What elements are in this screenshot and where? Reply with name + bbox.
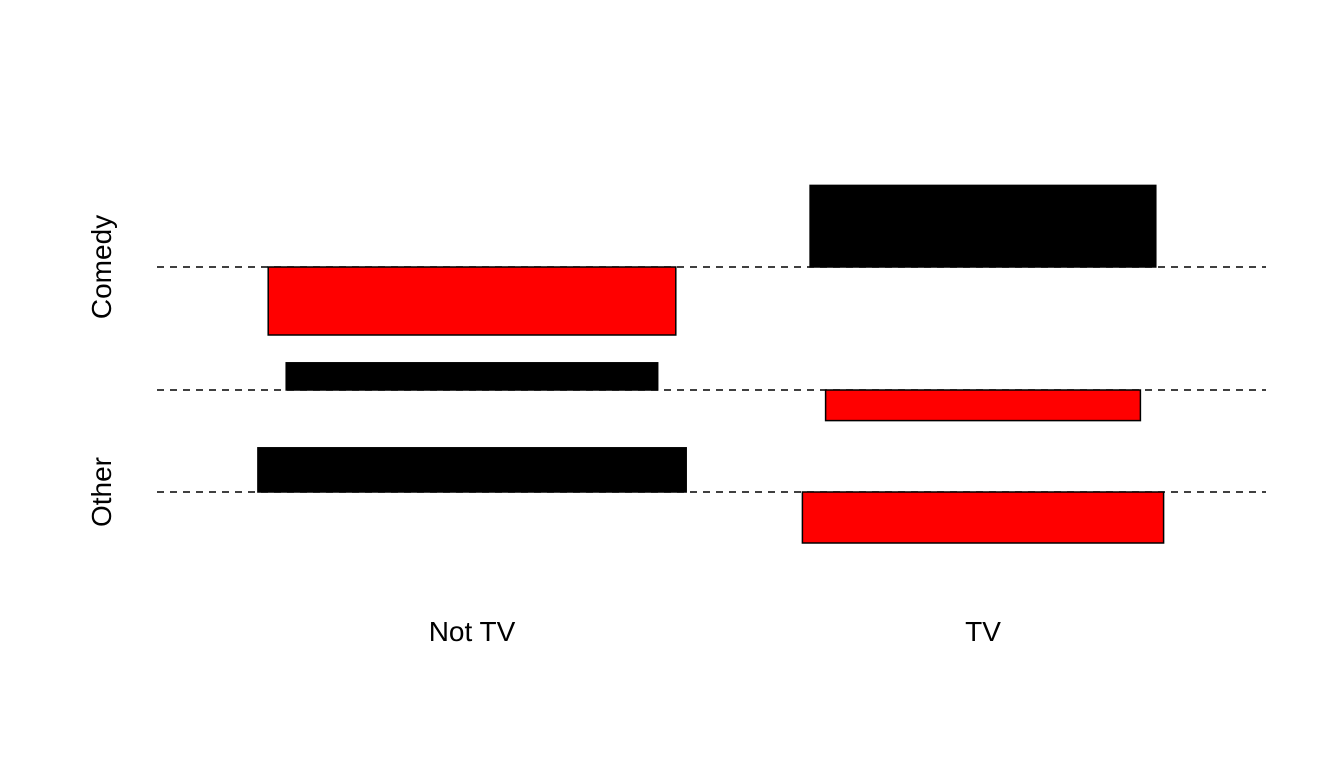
tile-not-tv-other-1 — [285, 362, 659, 391]
x-axis-labels: Not TV TV — [429, 616, 1002, 647]
tile-tv-other-5 — [801, 491, 1165, 544]
x-label-not-tv: Not TV — [429, 616, 516, 647]
y-label-comedy: Comedy — [86, 215, 117, 319]
tile-not-tv-other-2 — [257, 447, 687, 493]
tile-tv-comedy-3 — [809, 184, 1157, 268]
tile-tv-other-4 — [824, 389, 1142, 422]
y-label-other: Other — [86, 457, 117, 527]
tile-not-tv-comedy-0 — [267, 266, 677, 336]
tiles — [257, 184, 1165, 544]
y-axis-labels: Comedy Other — [86, 215, 117, 527]
x-label-tv: TV — [965, 616, 1001, 647]
